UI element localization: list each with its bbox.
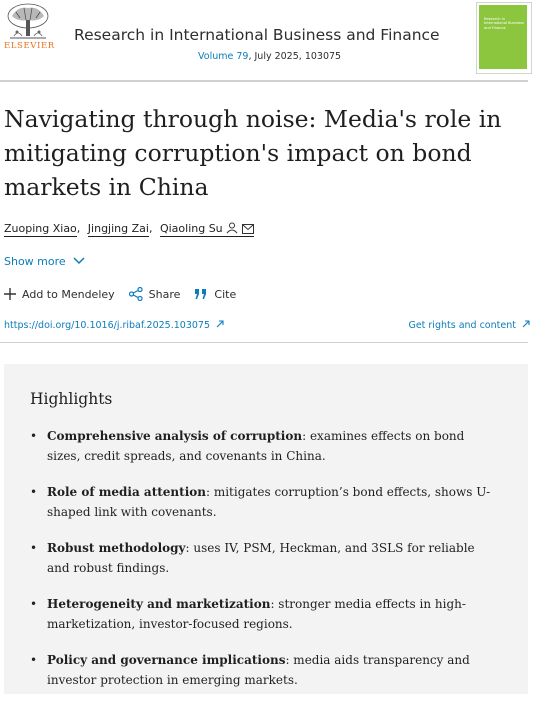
journal-cover-thumbnail[interactable]: Research in International Business and F… xyxy=(476,2,532,74)
author-separator: , xyxy=(148,222,153,235)
envelope-icon xyxy=(241,224,254,234)
elsevier-tree-logo xyxy=(4,2,52,42)
author-name: Qiaoling Su xyxy=(159,222,223,235)
bullet: • xyxy=(30,485,38,499)
author-list: Zuoping Xiao, Jingjing Zai, Qiaoling Su xyxy=(4,222,254,237)
share-icon xyxy=(128,287,143,301)
highlight-text: : examines effects on bond sizes, credit… xyxy=(47,429,465,463)
highlight-item: • Role of media attention: mitigates corr… xyxy=(30,482,500,522)
header-divider xyxy=(0,80,528,82)
chevron-down-icon xyxy=(73,257,85,265)
doi-link[interactable]: https://doi.org/10.1016/j.ribaf.2025.103… xyxy=(4,320,224,331)
highlight-text: : media aids transparency and investor p… xyxy=(47,653,470,687)
external-arrow-icon xyxy=(522,320,530,328)
doi-text: https://doi.org/10.1016/j.ribaf.2025.103… xyxy=(4,320,211,331)
highlight-bold: Comprehensive analysis of corruption xyxy=(47,429,303,443)
highlight-bold: Robust methodology xyxy=(47,541,186,555)
publisher-name: ELSEVIER xyxy=(4,41,55,51)
highlight-text: : uses IV, PSM, Heckman, and 3SLS for re… xyxy=(47,541,475,575)
highlight-item: • Policy and governance implications: med… xyxy=(30,650,500,690)
highlight-item: • Robust methodology: uses IV, PSM, Heckm… xyxy=(30,538,500,578)
quote-icon xyxy=(195,289,207,299)
cite-button[interactable]: Cite xyxy=(194,288,236,301)
show-more-label: Show more xyxy=(4,255,66,268)
show-more-link[interactable]: Show more xyxy=(4,255,85,268)
issue-info: , July 2025, 103075 xyxy=(248,51,342,62)
corresponding-author-link[interactable]: Qiaoling Su xyxy=(159,222,254,237)
journal-volume-info: Volume 79, July 2025, 103075 xyxy=(198,51,341,62)
rights-text: Get rights and content xyxy=(408,320,516,331)
volume-link[interactable]: Volume 79 xyxy=(198,51,249,62)
highlight-item: • Comprehensive analysis of corruption: e… xyxy=(30,426,500,466)
bullet: • xyxy=(30,541,38,555)
share-label: Share xyxy=(148,287,181,301)
section-divider xyxy=(0,342,528,343)
bullet: • xyxy=(30,653,38,667)
bullet: • xyxy=(30,429,38,443)
plus-icon xyxy=(4,288,16,300)
cover-green-band: Research in International Business and F… xyxy=(479,5,527,69)
highlight-text: : mitigates corruption’s bond effects, s… xyxy=(47,485,491,519)
author-link[interactable]: Jingjing Zai xyxy=(87,222,149,237)
external-arrow-icon xyxy=(216,320,224,328)
highlight-item: • Heterogeneity and marketization: strong… xyxy=(30,594,500,634)
bullet: • xyxy=(30,597,38,611)
journal-title[interactable]: Research in International Business and F… xyxy=(74,26,440,44)
rights-link[interactable]: Get rights and content xyxy=(408,320,530,331)
article-actions: Add to Mendeley Share Cite xyxy=(4,287,250,301)
elsevier-logo[interactable] xyxy=(4,2,52,56)
highlights-list: • Comprehensive analysis of corruption: e… xyxy=(30,426,500,706)
add-to-mendeley-button[interactable]: Add to Mendeley xyxy=(4,288,115,301)
highlight-bold: Role of media attention xyxy=(47,485,206,499)
highlights-box: Highlights • Comprehensive analysis of co… xyxy=(4,364,528,694)
share-button[interactable]: Share xyxy=(128,287,181,301)
highlight-bold: Policy and governance implications xyxy=(47,653,286,667)
mendeley-label: Add to Mendeley xyxy=(22,287,115,301)
cite-label: Cite xyxy=(214,287,237,301)
highlights-heading: Highlights xyxy=(30,390,113,408)
highlight-bold: Heterogeneity and marketization xyxy=(47,597,271,611)
highlight-text: : stronger media effects in high-marketi… xyxy=(47,597,466,631)
journal-header: ELSEVIER Research in International Busin… xyxy=(0,0,534,80)
author-separator: , xyxy=(76,222,81,235)
person-icon xyxy=(226,222,238,234)
author-link[interactable]: Zuoping Xiao xyxy=(4,222,77,237)
cover-title: Research in International Business and F… xyxy=(484,17,524,30)
article-title: Navigating through noise: Media's role i… xyxy=(4,105,502,201)
